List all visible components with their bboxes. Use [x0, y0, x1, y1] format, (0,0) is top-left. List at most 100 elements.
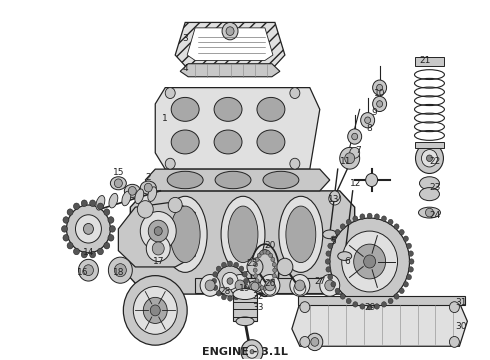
Polygon shape: [119, 202, 195, 267]
Circle shape: [407, 274, 412, 280]
Circle shape: [360, 214, 365, 219]
Circle shape: [260, 285, 264, 290]
Circle shape: [83, 265, 94, 276]
Circle shape: [108, 235, 114, 241]
Circle shape: [266, 251, 270, 255]
Ellipse shape: [215, 171, 251, 189]
Polygon shape: [145, 169, 330, 191]
Circle shape: [205, 280, 215, 291]
Circle shape: [307, 333, 323, 351]
Circle shape: [144, 183, 152, 192]
Circle shape: [165, 87, 175, 99]
Circle shape: [74, 248, 79, 255]
Circle shape: [311, 338, 319, 346]
Ellipse shape: [221, 196, 265, 273]
Circle shape: [246, 345, 258, 358]
Circle shape: [328, 243, 333, 249]
Ellipse shape: [255, 249, 275, 291]
Circle shape: [421, 149, 438, 167]
Text: 10: 10: [374, 89, 385, 98]
Circle shape: [123, 276, 187, 345]
Circle shape: [345, 153, 355, 164]
Circle shape: [255, 279, 259, 283]
Circle shape: [374, 214, 379, 219]
Circle shape: [128, 186, 136, 195]
Circle shape: [272, 274, 276, 278]
Circle shape: [399, 288, 404, 293]
Circle shape: [168, 197, 182, 213]
Text: 7: 7: [355, 146, 361, 155]
Circle shape: [244, 278, 248, 284]
Circle shape: [382, 216, 387, 221]
Circle shape: [277, 258, 293, 276]
Circle shape: [290, 158, 300, 169]
Circle shape: [213, 272, 218, 277]
Text: 27: 27: [314, 276, 325, 285]
Circle shape: [354, 244, 386, 279]
Circle shape: [360, 304, 365, 309]
Circle shape: [67, 209, 73, 215]
Text: ENGINE - 3.1L: ENGINE - 3.1L: [202, 347, 288, 357]
Circle shape: [425, 208, 434, 217]
Circle shape: [271, 257, 275, 262]
Ellipse shape: [171, 98, 199, 121]
Text: 1: 1: [162, 113, 168, 122]
Circle shape: [230, 275, 250, 296]
Ellipse shape: [96, 195, 105, 210]
Circle shape: [335, 288, 340, 293]
Circle shape: [269, 283, 272, 287]
Circle shape: [140, 212, 176, 251]
Text: 28: 28: [220, 287, 231, 296]
Circle shape: [241, 340, 263, 360]
Circle shape: [263, 250, 267, 254]
Circle shape: [242, 272, 247, 277]
Circle shape: [408, 251, 414, 256]
Circle shape: [407, 243, 412, 249]
Text: 14: 14: [83, 248, 94, 257]
Bar: [298, 296, 466, 305]
Circle shape: [372, 96, 387, 112]
Circle shape: [83, 224, 94, 234]
Circle shape: [216, 291, 221, 296]
Polygon shape: [175, 22, 285, 66]
Circle shape: [260, 251, 264, 255]
Text: 9: 9: [372, 108, 377, 117]
Circle shape: [409, 259, 414, 264]
Circle shape: [353, 216, 358, 221]
Circle shape: [98, 203, 103, 210]
Text: 4: 4: [182, 64, 188, 73]
Bar: [233, 294, 257, 321]
Circle shape: [335, 229, 340, 235]
Circle shape: [152, 242, 164, 255]
Circle shape: [62, 226, 68, 232]
Ellipse shape: [135, 189, 144, 204]
Ellipse shape: [257, 130, 285, 154]
Text: 17: 17: [152, 257, 164, 266]
Ellipse shape: [323, 230, 337, 239]
Circle shape: [326, 251, 331, 256]
Circle shape: [340, 147, 360, 169]
Text: 24: 24: [430, 211, 441, 220]
Circle shape: [326, 267, 331, 272]
Circle shape: [216, 266, 244, 296]
Circle shape: [133, 287, 177, 334]
Circle shape: [221, 294, 226, 300]
Circle shape: [325, 259, 330, 264]
Circle shape: [239, 291, 244, 296]
Circle shape: [269, 253, 272, 258]
Circle shape: [403, 236, 408, 242]
Circle shape: [330, 191, 340, 202]
Circle shape: [150, 305, 160, 316]
Circle shape: [367, 305, 372, 310]
Circle shape: [74, 203, 79, 210]
Circle shape: [251, 282, 259, 291]
Text: 31: 31: [456, 298, 467, 307]
Circle shape: [449, 302, 460, 312]
Circle shape: [353, 302, 358, 307]
Circle shape: [331, 282, 336, 287]
Circle shape: [213, 285, 218, 291]
Circle shape: [290, 87, 300, 99]
Circle shape: [109, 226, 115, 232]
Circle shape: [364, 255, 376, 268]
Circle shape: [75, 215, 101, 243]
